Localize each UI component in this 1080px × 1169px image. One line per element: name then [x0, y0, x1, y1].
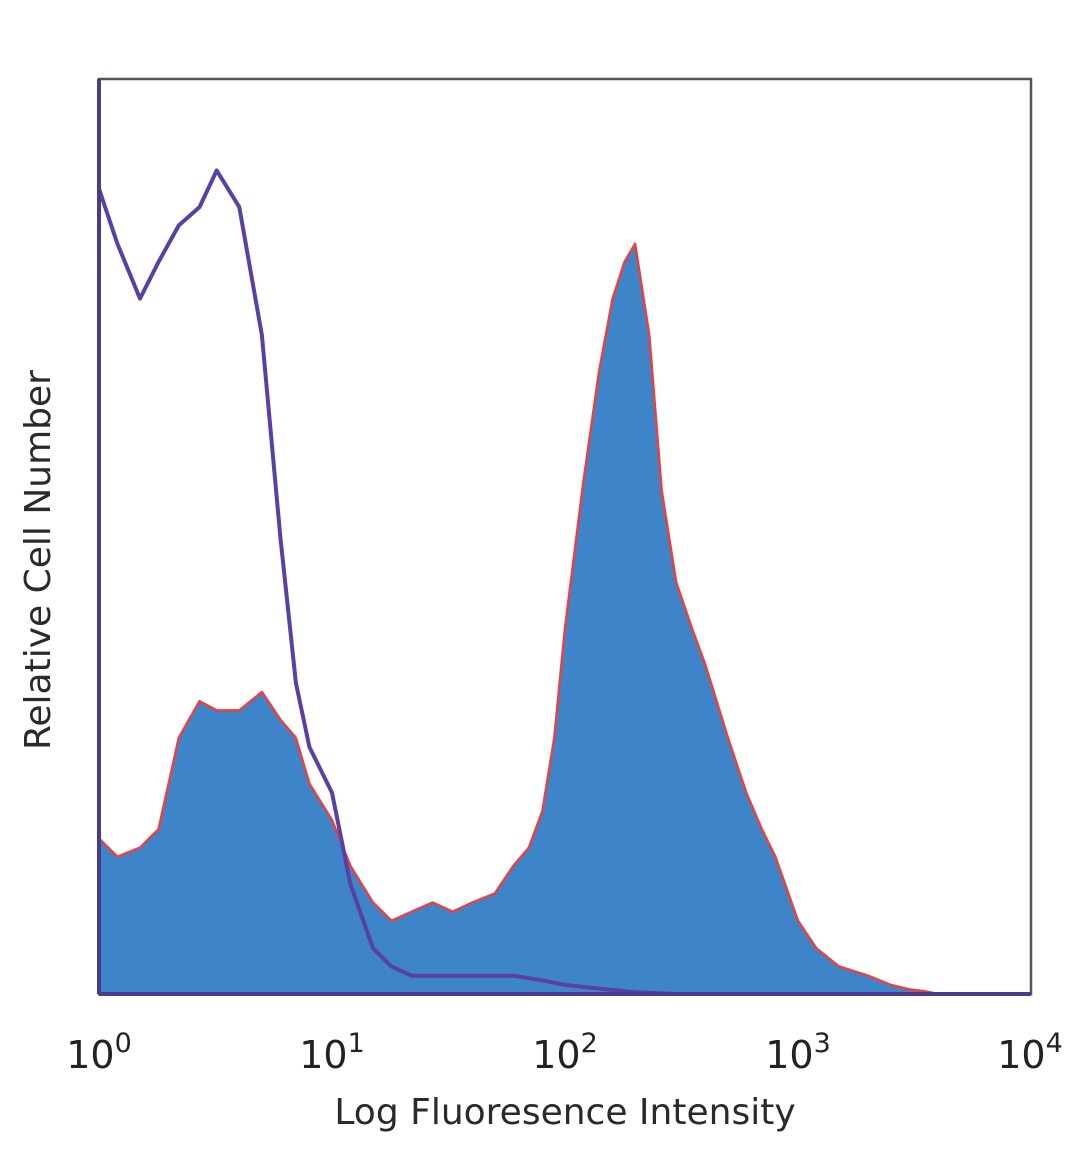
plot-area	[97, 77, 1033, 996]
series-0-filled-histogram	[99, 243, 1031, 994]
x-axis-title: Log Fluoresence Intensity	[334, 1092, 795, 1133]
x-tick-label-4: 104	[997, 1028, 1063, 1077]
y-axis-title: Relative Cell Number	[18, 370, 59, 750]
x-tick-label-0: 100	[66, 1028, 132, 1077]
x-tick-label-3: 103	[765, 1028, 831, 1077]
series-1-outline-histogram	[97, 168, 1031, 996]
series-layer	[97, 168, 1031, 996]
x-tick-labels: 100 101 102 103 104	[66, 1028, 1063, 1077]
x-tick-label-1: 101	[299, 1028, 365, 1077]
series-0-edge-line	[98, 242, 1031, 996]
x-tick-label-2: 102	[532, 1028, 598, 1077]
